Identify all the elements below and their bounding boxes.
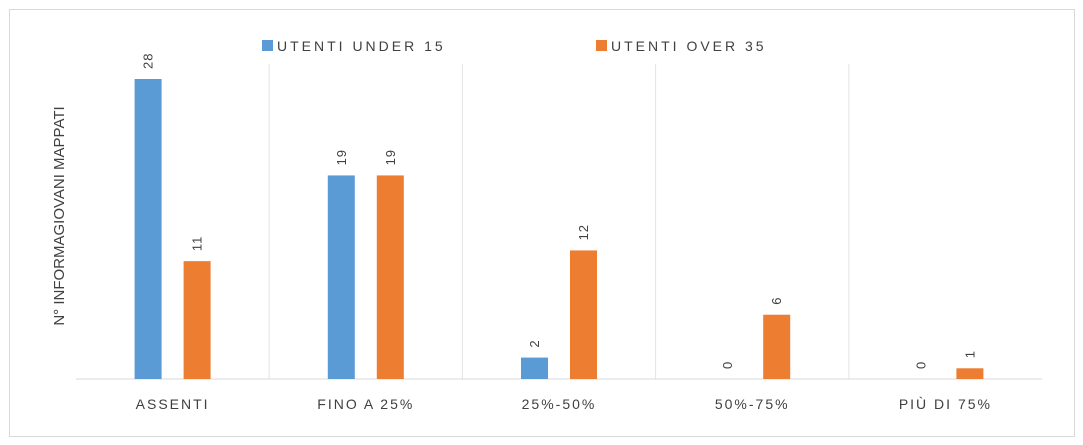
- legend-swatch: [596, 40, 607, 51]
- x-tick-labels: ASSENTI FINO A 25% 25%-50% 50%-75% PIÙ DI 75…: [136, 396, 992, 412]
- data-label: 0: [913, 361, 928, 369]
- x-tick-label: PIÙ DI 75%: [899, 396, 992, 412]
- x-tick-label: ASSENTI: [136, 396, 210, 412]
- x-tick-label: 25%-50%: [522, 396, 597, 412]
- data-label: 0: [720, 361, 735, 369]
- legend-label: UTENTI UNDER 15: [277, 38, 446, 54]
- data-labels: 28 11 19 19 2 12 0 6 0 1: [141, 53, 978, 369]
- bar: [183, 261, 211, 379]
- bar: [763, 314, 791, 379]
- bar: [521, 357, 548, 379]
- legend-swatch: [262, 40, 273, 51]
- data-label: 1: [962, 350, 977, 358]
- bar: [956, 368, 984, 379]
- bar: [134, 79, 162, 379]
- bar: [327, 175, 355, 379]
- data-label: 19: [383, 149, 398, 165]
- legend-label: UTENTI OVER 35: [611, 38, 767, 54]
- x-tick-label: FINO A 25%: [317, 396, 414, 412]
- data-label: 11: [190, 236, 205, 252]
- bars: [134, 79, 984, 379]
- data-label: 12: [576, 224, 591, 240]
- y-axis-label: N° INFORMAGIOVANI MAPPATI: [51, 106, 68, 325]
- bar: [570, 250, 597, 379]
- data-label: 19: [334, 149, 349, 165]
- legend: UTENTI UNDER 15 UTENTI OVER 35: [262, 38, 767, 54]
- data-label: 28: [141, 53, 156, 69]
- data-label: 2: [527, 339, 542, 347]
- x-tick-label: 50%-75%: [715, 396, 790, 412]
- data-label: 6: [769, 296, 784, 304]
- bar: [376, 175, 404, 379]
- category-separators: [268, 64, 850, 379]
